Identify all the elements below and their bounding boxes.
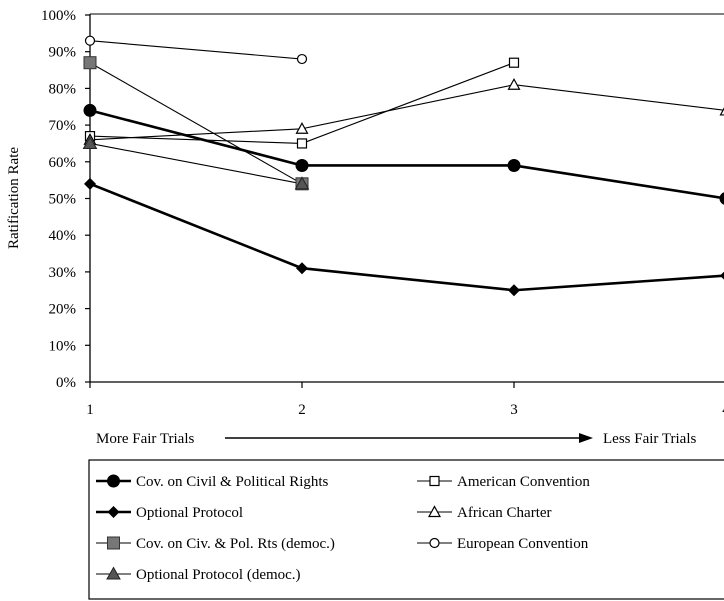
x-tick-label: 3 [510, 402, 518, 418]
series-line-cov-on-civ-pol-rts-democ [89, 62, 303, 185]
legend-marker [107, 474, 120, 488]
fairness-arrow-head [579, 433, 593, 443]
data-point-optional-protocol [720, 271, 724, 280]
legend-label: Optional Protocol [136, 505, 243, 521]
data-point-african-charter [295, 122, 309, 134]
data-point-optional-protocol [84, 177, 96, 190]
data-point-cov-on-civil-political-rights [719, 192, 724, 205]
y-tick-label: 90% [49, 45, 77, 61]
legend-label: European Convention [457, 536, 589, 552]
x-tick-label: 4 [722, 402, 724, 418]
series-line-optional-protocol-democ [89, 142, 303, 185]
annotation-less-fair: Less Fair Trials [603, 431, 697, 447]
legend-box [88, 459, 724, 600]
series-lines [89, 40, 724, 292]
data-point-american-convention [508, 57, 520, 68]
plot-area: 0% 10% 20% 30% 40% 50% 60% 70% 80% 90% 100% 1 2 3 4 [41, 8, 724, 418]
legend-label: African Charter [457, 505, 552, 521]
data-point-american-convention [296, 138, 308, 149]
legend-marker [429, 475, 440, 487]
legend-item-cov-on-civil-political-rights: Cov. on Civil & Political Rights [96, 474, 329, 490]
data-point-optional-protocol [296, 262, 308, 275]
x-tick-label: 2 [298, 402, 306, 418]
series-markers [82, 35, 724, 297]
data-point-european-convention [84, 35, 96, 46]
legend-label: American Convention [457, 474, 590, 490]
series-line-optional-protocol [89, 182, 724, 292]
data-point-optional-protocol [508, 284, 520, 297]
x-ticks: 1 2 3 4 [86, 382, 724, 418]
legend-item-african-charter: African Charter [417, 505, 552, 521]
legend-item-optional-protocol-democ: Optional Protocol (democ.) [96, 566, 301, 583]
legend-marker [107, 536, 120, 550]
legend-item-european-convention: European Convention [417, 536, 589, 552]
data-point-african-charter [507, 77, 521, 90]
legend-marker [107, 506, 120, 518]
y-tick-label: 50% [49, 192, 77, 208]
data-point-cov-on-civil-political-rights [507, 158, 521, 172]
data-point-optional-protocol-democ [294, 176, 310, 190]
annotation-more-fair: More Fair Trials [96, 431, 195, 447]
series-line-african-charter [89, 84, 724, 141]
data-point-cov-on-civil-political-rights [295, 158, 309, 172]
y-tick-label: 80% [49, 81, 77, 97]
legend-marker [106, 566, 121, 580]
legend-label: Cov. on Civil & Political Rights [136, 474, 329, 490]
x-tick-label: 1 [86, 402, 94, 418]
legend-item-american-convention: American Convention [417, 474, 590, 490]
data-point-african-charter [719, 107, 724, 116]
data-point-optional-protocol-democ [82, 135, 98, 149]
legend-marker [427, 505, 442, 518]
y-tick-label: 60% [49, 155, 77, 171]
legend-item-cov-on-civ-pol-rts-democ: Cov. on Civ. & Pol. Rts (democ.) [96, 536, 335, 552]
y-tick-label: 10% [49, 338, 77, 354]
y-tick-label: 0% [56, 375, 76, 391]
y-tick-label: 70% [49, 118, 77, 134]
series-line-cov-on-civil-political-rights [89, 109, 724, 200]
series-line-european-convention [89, 40, 303, 60]
data-point-cov-on-civ-pol-rts-democ [83, 56, 97, 70]
y-tick-label: 100% [41, 8, 76, 24]
y-tick-label: 30% [49, 265, 77, 281]
legend: Cov. on Civil & Political Rights American… [88, 459, 724, 600]
y-axis-label: Ratification Rate [6, 147, 22, 249]
legend-item-optional-protocol: Optional Protocol [96, 505, 243, 521]
legend-marker [429, 537, 440, 549]
y-tick-label: 40% [49, 228, 77, 244]
legend-label: Cov. on Civ. & Pol. Rts (democ.) [136, 536, 335, 552]
y-tick-label: 20% [49, 302, 77, 318]
data-point-european-convention [296, 53, 308, 65]
legend-label: Optional Protocol (democ.) [136, 567, 301, 583]
data-point-cov-on-civil-political-rights [83, 103, 97, 117]
y-ticks: 0% 10% 20% 30% 40% 50% 60% 70% 80% 90% 100% [41, 8, 90, 391]
